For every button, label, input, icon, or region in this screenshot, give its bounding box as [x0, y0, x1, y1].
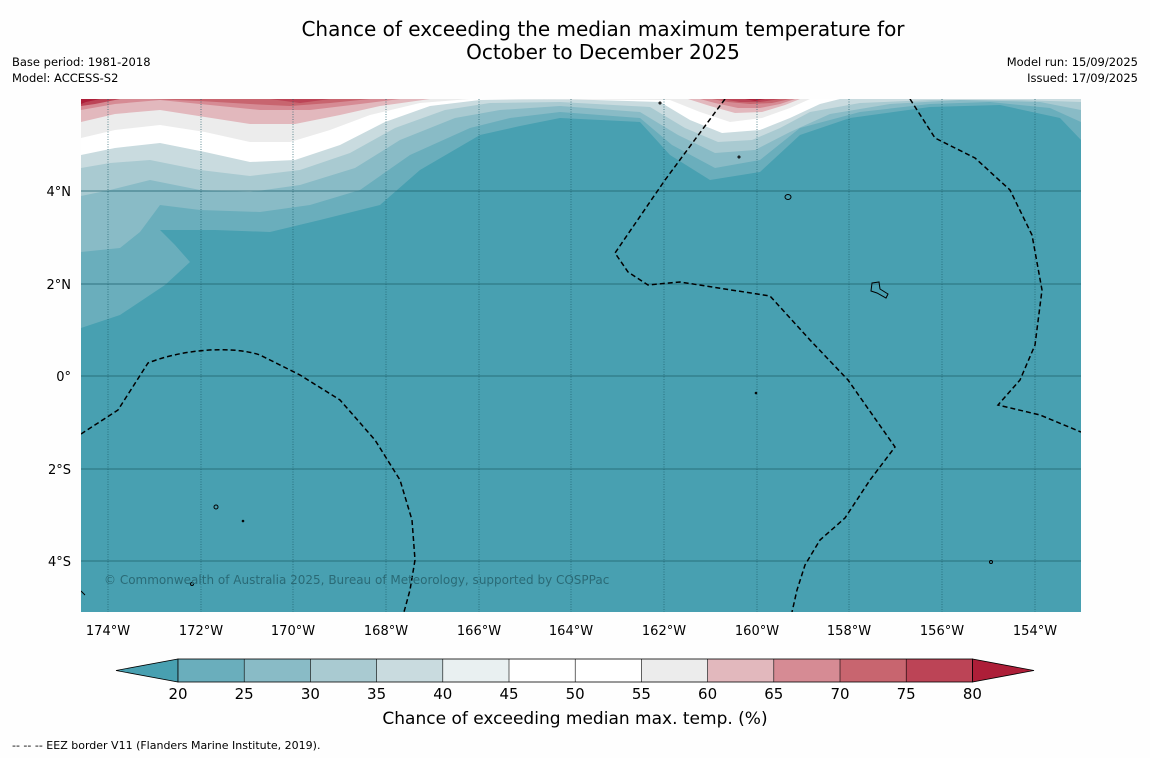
colorbar-segment [376, 659, 444, 682]
colorbar [115, 658, 1035, 683]
colorbar-tick-label: 30 [301, 685, 320, 703]
island-3 [241, 519, 245, 523]
eez-footnote: -- -- -- EEZ border V11 (Flanders Marine… [12, 739, 321, 752]
lat-label: 4°N [47, 185, 72, 200]
model-name: Model: ACCESS-S2 [12, 71, 119, 85]
colorbar-segment [575, 659, 642, 682]
lat-label: 2°S [48, 463, 71, 478]
eez-borders [81, 99, 1081, 612]
islands [81, 101, 993, 596]
lon-label: 172°W [179, 624, 223, 639]
colorbar-tick-label: 65 [764, 685, 783, 703]
graticule [81, 99, 1081, 612]
lat-label: 0° [56, 370, 71, 385]
lon-label: 174°W [86, 624, 130, 639]
lat-label: 2°N [47, 278, 72, 293]
lon-label: 156°W [920, 624, 964, 639]
colorbar-segment [178, 659, 245, 682]
issued-date: Issued: 17/09/2025 [1027, 71, 1138, 85]
lon-label: 164°W [549, 624, 593, 639]
lat-label: 4°S [48, 555, 71, 570]
colorbar-segment [310, 659, 378, 682]
colorbar-over-triangle [972, 658, 1035, 683]
colorbar-tick-label: 40 [433, 685, 452, 703]
lon-label: 170°W [271, 624, 315, 639]
lon-label: 166°W [457, 624, 501, 639]
title-line-1: Chance of exceeding the median maximum t… [301, 17, 905, 41]
island-2 [213, 504, 219, 510]
meta-right: Model run: 15/09/2025 Issued: 17/09/2025 [1007, 54, 1138, 86]
lon-label: 168°W [364, 624, 408, 639]
colorbar-tick-label: 25 [235, 685, 254, 703]
colorbar-tick-label: 60 [698, 685, 717, 703]
lon-label: 154°W [1013, 624, 1057, 639]
colorbar-segment [641, 659, 709, 682]
colorbar-segment [707, 659, 775, 682]
band-70-75 [81, 99, 790, 106]
island-7 [658, 101, 662, 105]
colorbar-tick-label: 70 [830, 685, 849, 703]
eez-border-west [81, 348, 416, 612]
colorbar-label: Chance of exceeding median max. temp. (%… [382, 709, 768, 729]
colorbar-tick-label: 50 [566, 685, 585, 703]
map-plot-area: © Commonwealth of Australia 2025, Bureau… [81, 99, 1081, 612]
lon-label: 160°W [735, 624, 779, 639]
lon-label: 158°W [827, 624, 871, 639]
colorbar-under-triangle [115, 658, 179, 683]
colorbar-tick-label: 35 [367, 685, 386, 703]
colorbar-tick-label: 20 [168, 685, 187, 703]
colorbar-tick-label: 80 [963, 685, 982, 703]
island-5 [989, 560, 993, 564]
island-kiritimati [870, 281, 889, 299]
lat-axis-labels: 4°N 2°N 0° 2°S 4°S [47, 185, 72, 570]
copyright-text: © Commonwealth of Australia 2025, Bureau… [104, 573, 609, 587]
colorbar-segment [509, 659, 576, 682]
colorbar-segment [244, 659, 311, 682]
colorbar-segment [442, 659, 510, 682]
island-6 [737, 155, 741, 159]
colorbar-segment [906, 659, 973, 682]
colorbar-tick-label: 75 [897, 685, 916, 703]
island-4 [190, 582, 194, 586]
island-8 [754, 391, 758, 395]
lon-axis-labels: 174°W 172°W 170°W 168°W 166°W 164°W 162°… [86, 624, 1057, 639]
meta-left: Base period: 1981-2018 Model: ACCESS-S2 [12, 54, 151, 86]
colorbar-tick-label: 55 [632, 685, 651, 703]
eez-border-east [909, 99, 1081, 433]
eez-border-central [614, 99, 896, 612]
colorbar-tick-label: 45 [499, 685, 518, 703]
colorbar-segment [840, 659, 907, 682]
colorbar-segment [773, 659, 841, 682]
island-9 [81, 590, 86, 596]
island-1 [784, 194, 792, 200]
model-run: Model run: 15/09/2025 [1006, 55, 1138, 69]
title-line-2: October to December 2025 [466, 40, 740, 64]
lon-label: 162°W [642, 624, 686, 639]
map-title: Chance of exceeding the median maximum t… [0, 18, 1150, 64]
colorbar-ticks: 20 25 30 35 40 45 50 55 60 65 70 75 80 [168, 685, 981, 703]
base-period: Base period: 1981-2018 [12, 55, 151, 69]
